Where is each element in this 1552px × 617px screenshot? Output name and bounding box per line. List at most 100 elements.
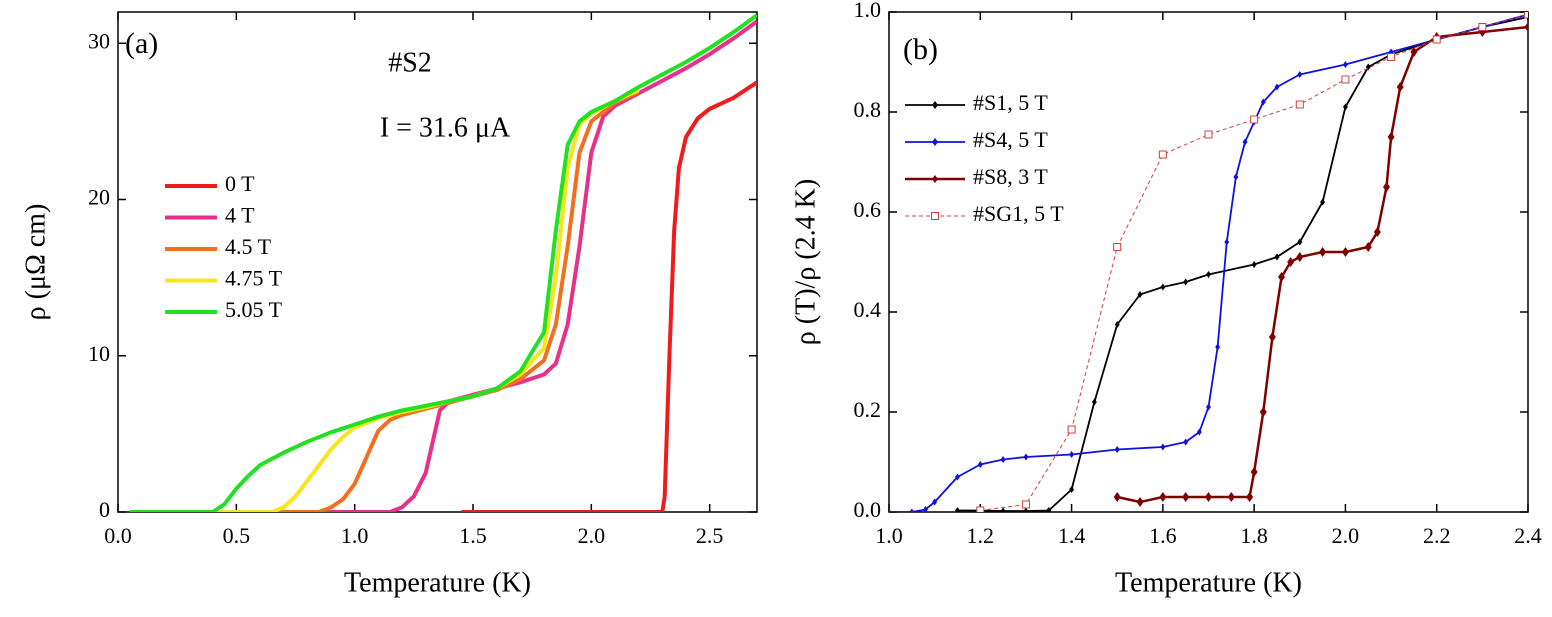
marker: [1196, 428, 1202, 436]
marker: [1342, 61, 1348, 68]
marker: [1341, 247, 1349, 257]
y-tick-label: 30: [88, 28, 110, 53]
marker: [1250, 115, 1259, 124]
x-tick-label: 2.2: [1423, 523, 1451, 548]
marker: [1023, 507, 1029, 512]
marker: [1268, 332, 1276, 342]
panel-label: (a): [125, 27, 158, 60]
plot-frame: [117, 11, 758, 513]
legend-marker: [931, 212, 939, 220]
marker: [1227, 492, 1235, 502]
marker: [1297, 71, 1303, 78]
marker: [1259, 407, 1267, 417]
x-axis-label: Temperature (K): [1115, 567, 1302, 598]
marker: [1206, 271, 1211, 278]
series-line: [129, 88, 640, 512]
x-tick-label: 1.4: [1058, 523, 1086, 548]
marker: [1136, 497, 1144, 507]
marker: [1396, 82, 1404, 92]
marker: [1137, 291, 1143, 298]
marker: [1233, 173, 1239, 181]
marker: [1246, 492, 1254, 502]
x-tick-label: 2.0: [1332, 523, 1360, 548]
series-line: [1116, 25, 1528, 504]
legend-label: #S4, 5 T: [973, 127, 1048, 152]
y-tick-label: 0.0: [854, 497, 882, 522]
y-tick-label: 1.0: [854, 0, 882, 22]
series-line: [957, 16, 1528, 512]
legend-label: 4.75 T: [225, 266, 283, 291]
marker: [1341, 75, 1350, 84]
marker: [1069, 486, 1075, 493]
y-tick-label: 0: [99, 497, 110, 522]
legend-label: 4.5 T: [225, 234, 272, 259]
marker: [1478, 23, 1487, 31]
y-tick-label: 0.8: [854, 97, 882, 122]
y-tick-label: 20: [88, 185, 110, 210]
marker: [1113, 492, 1121, 502]
y-tick-label: 0.2: [854, 397, 882, 422]
marker: [1342, 103, 1348, 111]
x-tick-label: 0.5: [223, 523, 251, 548]
x-tick-label: 1.5: [459, 523, 487, 548]
marker: [1046, 507, 1052, 512]
legend-label: 5.05 T: [225, 297, 283, 322]
marker: [1250, 467, 1258, 477]
marker: [1364, 242, 1372, 252]
marker: [1215, 343, 1221, 351]
marker: [1278, 272, 1286, 282]
marker: [1387, 53, 1396, 61]
x-axis-label: Temperature (K): [344, 567, 531, 598]
plot-frame: [888, 11, 1529, 513]
legend-label: 4 T: [225, 203, 255, 228]
series-line: [461, 80, 757, 512]
marker: [1069, 451, 1075, 458]
marker: [1114, 321, 1120, 328]
marker: [1242, 138, 1248, 146]
annotation: #S2: [388, 47, 432, 78]
y-tick-label: 0.6: [854, 197, 882, 222]
marker: [1320, 198, 1326, 206]
legend-label: #S8, 3 T: [973, 164, 1048, 189]
marker: [1160, 443, 1166, 451]
marker: [1204, 130, 1213, 139]
marker: [1000, 456, 1006, 463]
y-axis-label: ρ (T)/ρ (2.4 K): [790, 179, 821, 345]
legend-marker: [932, 175, 938, 183]
marker: [1113, 243, 1122, 251]
marker: [1114, 446, 1120, 453]
x-tick-label: 1.6: [1149, 523, 1177, 548]
marker: [1000, 507, 1006, 512]
marker: [1206, 403, 1211, 411]
legend-marker: [932, 138, 938, 146]
x-tick-label: 2.0: [578, 523, 606, 548]
legend-marker: [932, 101, 938, 109]
marker: [1224, 238, 1230, 246]
legend-label: #SG1, 5 T: [973, 201, 1064, 226]
marker: [1182, 492, 1190, 502]
marker: [1160, 283, 1166, 291]
marker: [1021, 500, 1030, 509]
marker: [1067, 425, 1076, 434]
marker: [1524, 22, 1528, 32]
marker: [1023, 453, 1029, 461]
panel-label: (b): [903, 33, 938, 66]
marker: [1383, 182, 1391, 192]
marker: [1295, 100, 1304, 109]
series-line: [129, 19, 757, 512]
series-line: [129, 89, 640, 512]
marker: [977, 461, 983, 468]
y-tick-label: 0.4: [854, 297, 882, 322]
x-tick-label: 2.4: [1514, 523, 1542, 548]
plot-area: [889, 12, 1528, 512]
marker: [1287, 257, 1295, 267]
legend-label: 0 T: [225, 171, 255, 196]
marker: [955, 473, 960, 481]
marker: [955, 507, 960, 512]
y-axis-label: ρ (μΩ cm): [20, 204, 51, 321]
marker: [1251, 261, 1257, 268]
marker: [1373, 227, 1381, 237]
marker: [1432, 35, 1441, 44]
plot-area: [129, 13, 757, 512]
